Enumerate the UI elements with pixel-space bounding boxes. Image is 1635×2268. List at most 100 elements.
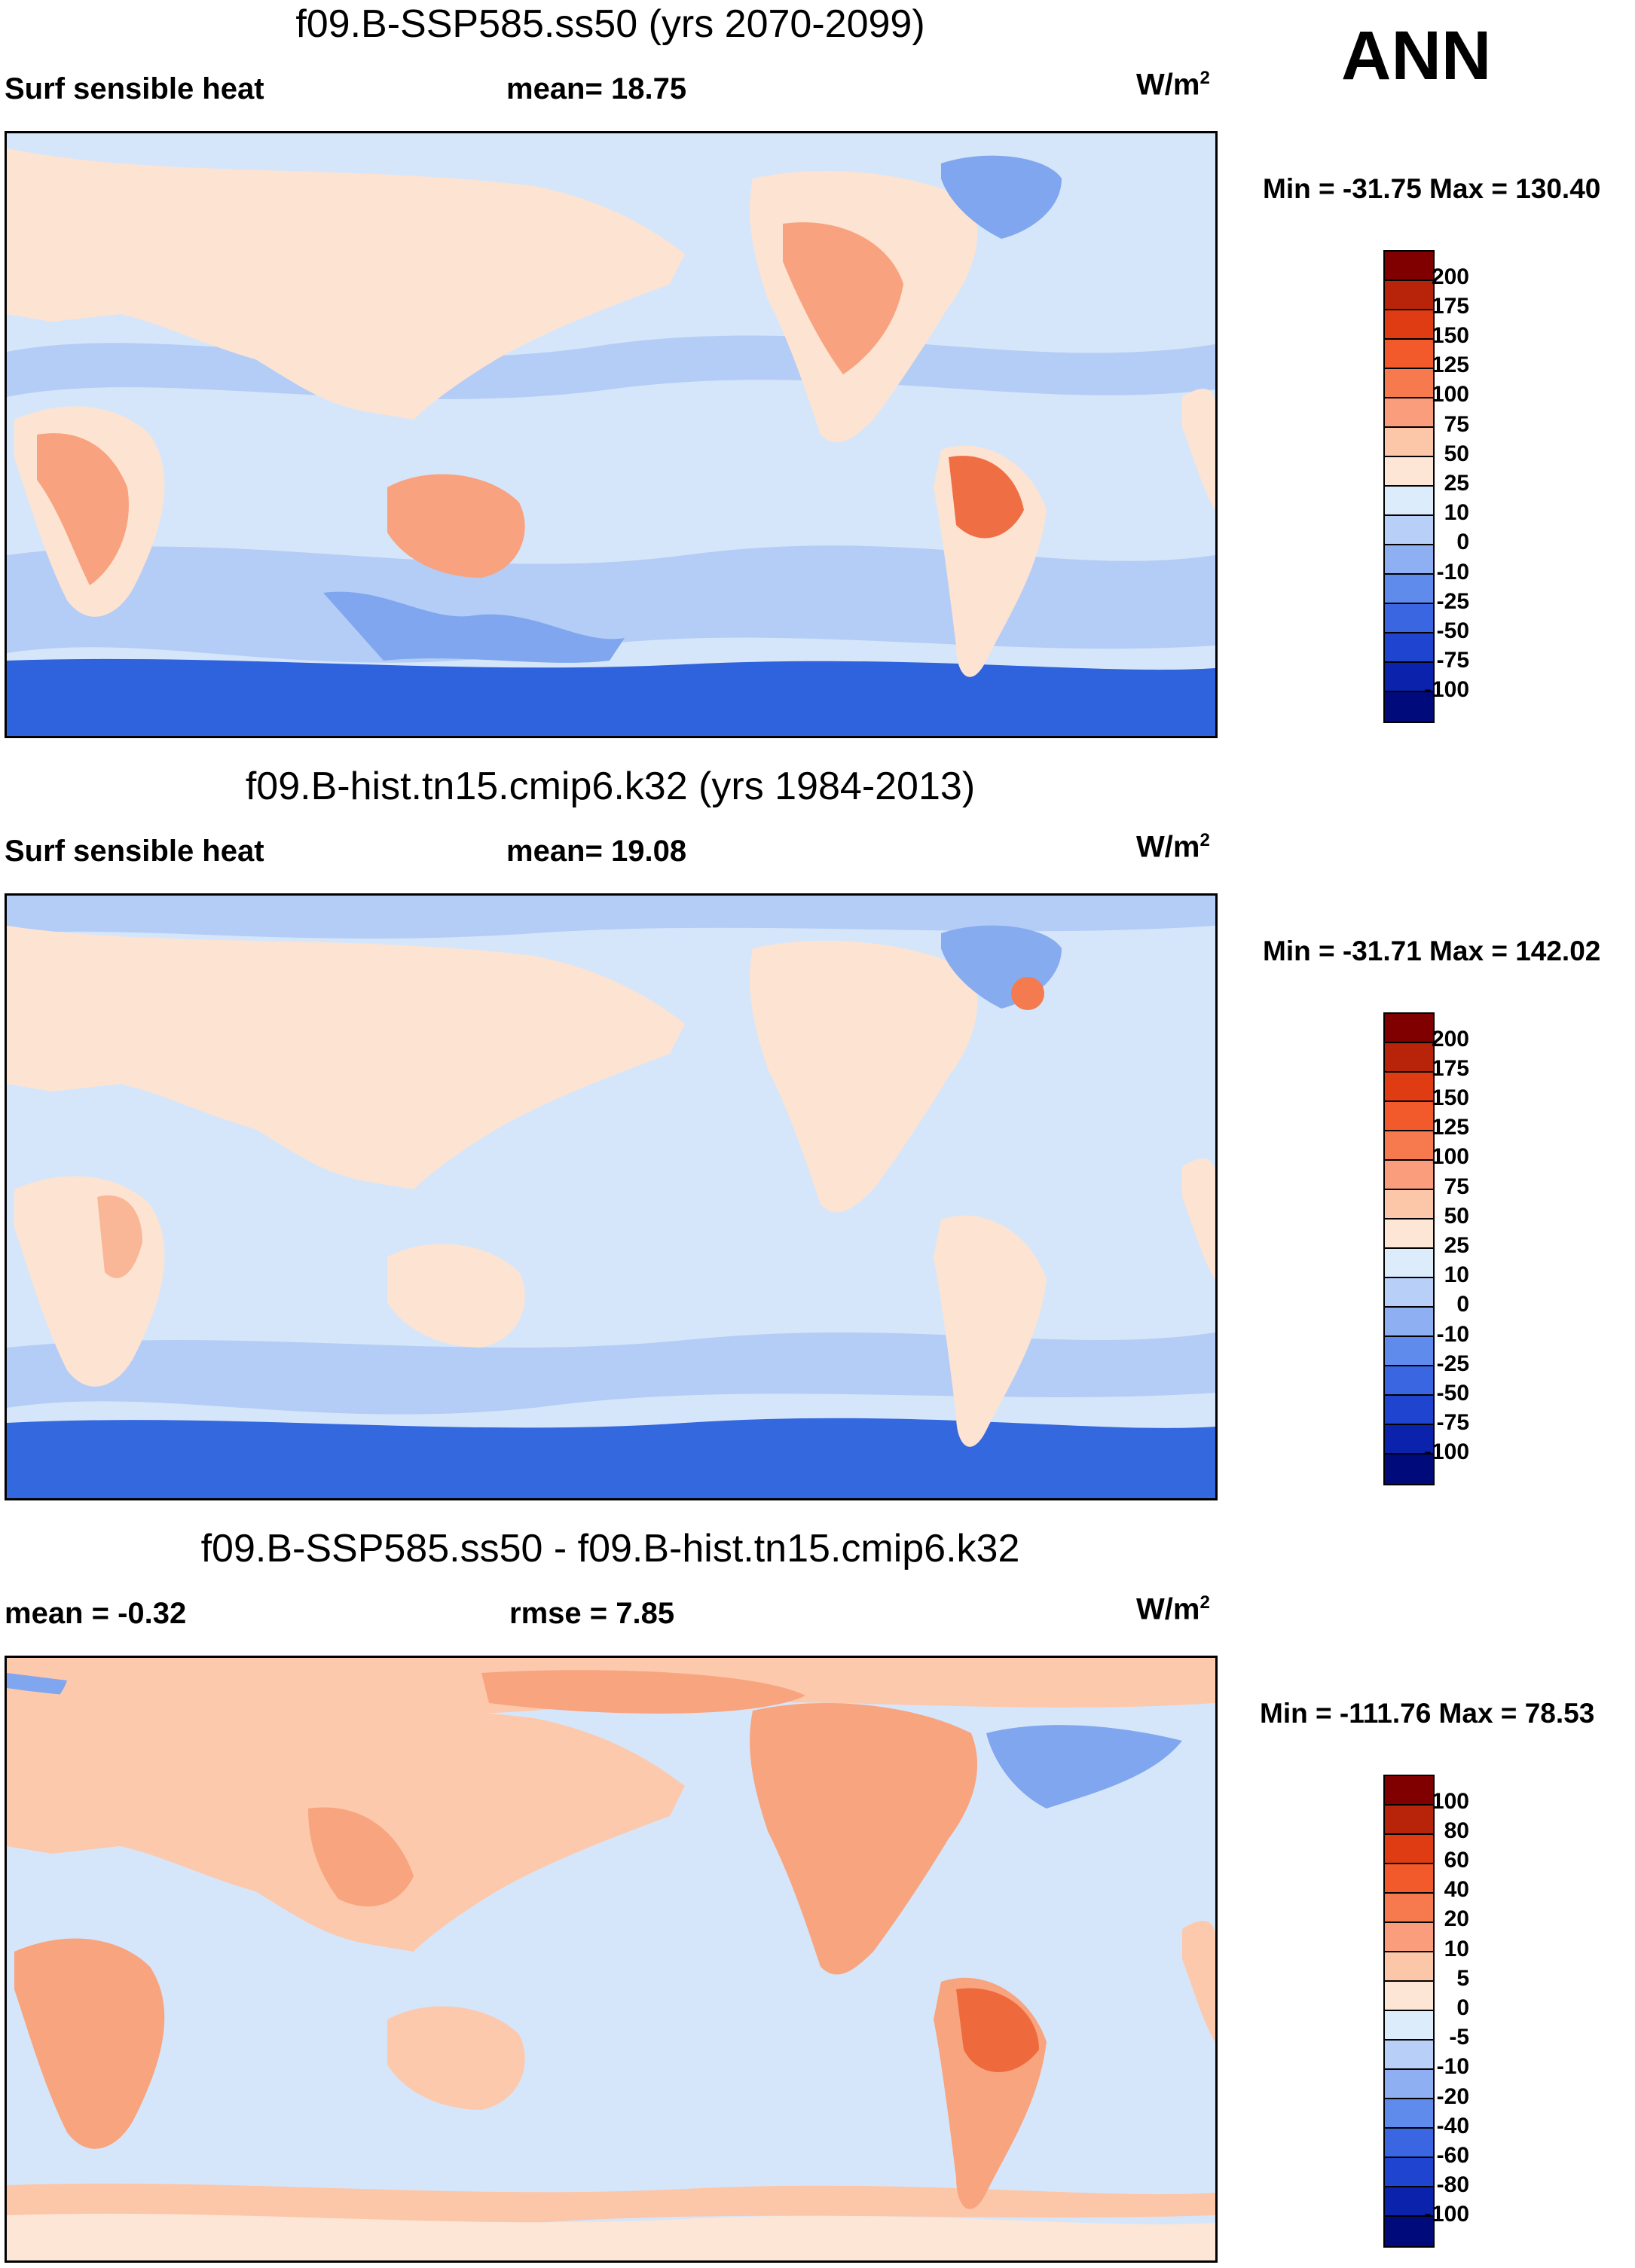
panel-1-mean-label: mean= 18.75 <box>506 72 687 105</box>
colorbar-bin <box>1385 428 1433 457</box>
panel-3-units: W/m2 <box>1136 1592 1210 1626</box>
panel-2-title: f09.B-hist.tn15.cmip6.k32 (yrs 1984-2013… <box>245 765 976 808</box>
colorbar-tick-label: 175 <box>1431 1056 1469 1081</box>
africa-warm-field <box>37 433 129 585</box>
colorbar-tick-label: 125 <box>1431 1115 1469 1140</box>
colorbar-bin <box>1385 1073 1433 1102</box>
colorbar-tick-label: -100 <box>1423 677 1469 702</box>
north-america-field <box>750 1703 978 1975</box>
colorbar-tick-label: -50 <box>1436 618 1469 643</box>
colorbar-bin <box>1385 398 1433 428</box>
colorbar-bin <box>1385 2099 1433 2129</box>
colorbar-bin <box>1385 2070 1433 2099</box>
eurasia-field <box>7 926 685 1189</box>
panel-3-colorbar <box>1383 1775 1435 2248</box>
colorbar-bin <box>1385 1131 1433 1161</box>
colorbar-tick-label: 10 <box>1444 500 1469 525</box>
cold-patch-south <box>323 591 625 663</box>
colorbar-tick-label: 80 <box>1444 1818 1469 1843</box>
panel-1-variable-label: Surf sensible heat <box>5 72 264 105</box>
panel-1-title: f09.B-SSP585.ss50 (yrs 2070-2099) <box>295 2 925 46</box>
colorbar-bin <box>1385 1161 1433 1190</box>
antarctica-field <box>7 2213 1215 2260</box>
colorbar-tick-label: 150 <box>1431 323 1469 348</box>
east-africa-warm-field <box>97 1195 142 1278</box>
colorbar-tick-label: -100 <box>1423 2202 1469 2227</box>
panel-3-map-svg <box>7 1658 1215 2260</box>
colorbar-tick-label: -25 <box>1436 589 1469 614</box>
colorbar-tick-label: -10 <box>1436 2054 1469 2079</box>
north-atlantic-cold-field <box>986 1725 1182 1809</box>
colorbar-bin <box>1385 1278 1433 1308</box>
colorbar-tick-label: 175 <box>1431 294 1469 319</box>
colorbar-tick-label: 60 <box>1444 1848 1469 1873</box>
colorbar-tick-label: -50 <box>1436 1381 1469 1406</box>
colorbar-bin <box>1385 633 1433 663</box>
colorbar-tick-label: -80 <box>1436 2172 1469 2197</box>
panel-2-map <box>5 893 1218 1500</box>
colorbar-tick-label: -75 <box>1436 648 1469 673</box>
arctic-ocean-warm-patch <box>481 1670 805 1714</box>
panel-3-rmse-label: rmse = 7.85 <box>509 1597 675 1630</box>
panel-2-variable-label: Surf sensible heat <box>5 835 264 868</box>
colorbar-bin <box>1385 1894 1433 1923</box>
colorbar-bin <box>1385 692 1433 722</box>
colorbar-bin <box>1385 340 1433 369</box>
colorbar-bin <box>1385 310 1433 340</box>
colorbar-tick-label: -5 <box>1449 2025 1469 2050</box>
colorbar-tick-label: 150 <box>1431 1085 1469 1110</box>
panel-2-colorbar <box>1383 1012 1435 1485</box>
colorbar-tick-label: 10 <box>1444 1937 1469 1961</box>
colorbar-tick-label: 5 <box>1456 1966 1469 1991</box>
colorbar-bin <box>1385 1396 1433 1425</box>
east-africa-edge-field <box>1182 1158 1215 1280</box>
colorbar-bin <box>1385 1308 1433 1337</box>
colorbar-tick-label: 100 <box>1431 1144 1469 1169</box>
colorbar-bin <box>1385 1337 1433 1366</box>
colorbar-tick-label: 75 <box>1444 412 1469 437</box>
colorbar-tick-label: 100 <box>1431 1789 1469 1814</box>
panel-3-mean-label: mean = -0.32 <box>5 1597 187 1630</box>
colorbar-tick-label: 20 <box>1444 1906 1469 1931</box>
colorbar-tick-label: -10 <box>1436 1322 1469 1347</box>
colorbar-bin <box>1385 281 1433 310</box>
colorbar-bin <box>1385 1014 1433 1043</box>
season-label: ANN <box>1341 17 1492 94</box>
east-africa-edge-field <box>1182 1921 1215 2042</box>
colorbar-bin <box>1385 1219 1433 1249</box>
panel-2-map-svg <box>7 896 1215 1498</box>
panel-1-map <box>5 131 1218 738</box>
panel-1-minmax: Min = -31.75 Max = 130.40 <box>1263 173 1601 204</box>
east-africa-edge-field <box>1182 389 1215 510</box>
colorbar-tick-label: -100 <box>1423 1439 1469 1464</box>
colorbar-bin <box>1385 457 1433 487</box>
colorbar-tick-label: 50 <box>1444 1204 1469 1229</box>
colorbar-tick-label: 40 <box>1444 1877 1469 1902</box>
north-america-warm-field <box>783 222 903 374</box>
colorbar-bin <box>1385 2041 1433 2070</box>
colorbar-tick-label: 0 <box>1456 1292 1469 1317</box>
cool-band-south <box>7 1332 1215 1415</box>
colorbar-tick-label: -10 <box>1436 560 1469 585</box>
amazon-hot-field <box>949 456 1024 539</box>
north-america-field <box>750 941 978 1213</box>
panel-2-units: W/m2 <box>1136 830 1210 864</box>
australia-field <box>387 1244 525 1348</box>
colorbar-tick-label: 50 <box>1444 441 1469 466</box>
colorbar-bin <box>1385 1806 1433 1835</box>
colorbar-bin <box>1385 1102 1433 1131</box>
australia-field <box>387 474 525 578</box>
east-asia-warm-field <box>308 1807 414 1906</box>
panel-1-colorbar <box>1383 250 1435 723</box>
colorbar-bin <box>1385 1249 1433 1278</box>
antarctica-field <box>7 1418 1215 1498</box>
colorbar-bin <box>1385 2158 1433 2187</box>
colorbar-bin <box>1385 663 1433 692</box>
colorbar-bin <box>1385 1043 1433 1073</box>
arctic-cool-band <box>7 896 1215 939</box>
panel-1-units: W/m2 <box>1136 68 1210 102</box>
panel-2-minmax: Min = -31.71 Max = 142.02 <box>1263 936 1601 966</box>
colorbar-tick-label: -40 <box>1436 2114 1469 2138</box>
colorbar-tick-label: -75 <box>1436 1410 1469 1435</box>
colorbar-bin <box>1385 2129 1433 2158</box>
